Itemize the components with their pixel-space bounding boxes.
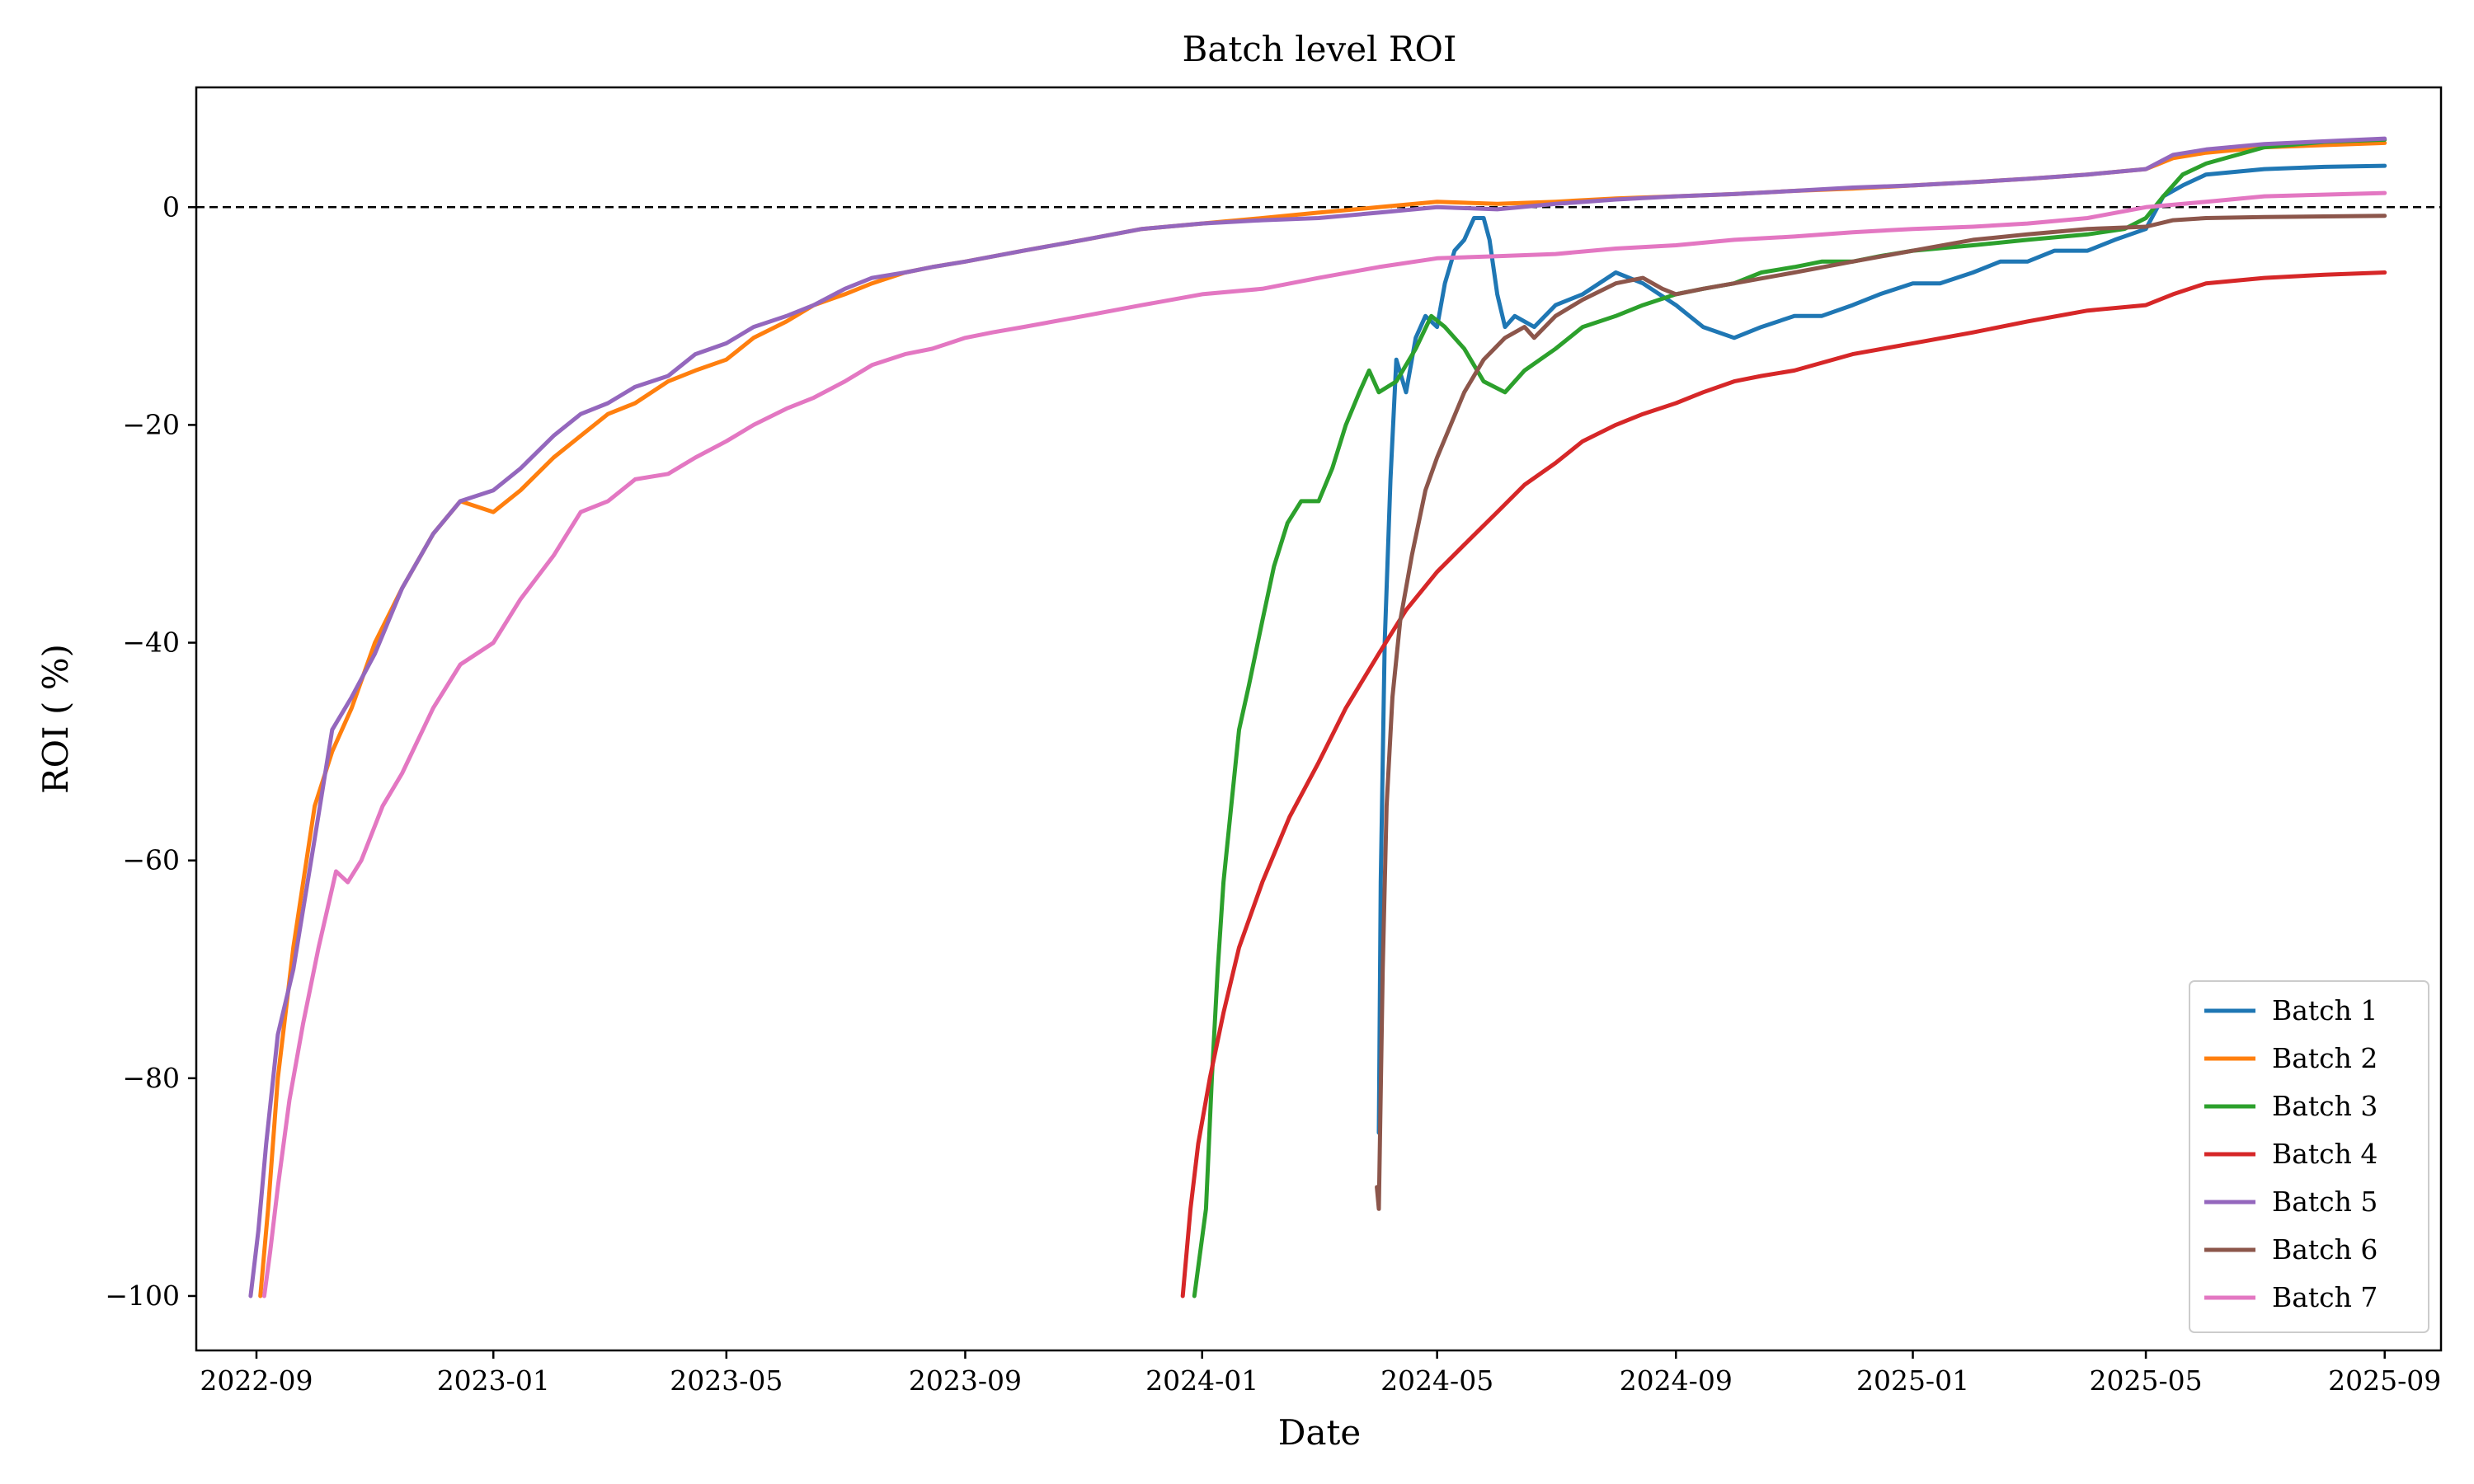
legend-label-batch-3: Batch 3 (2272, 1090, 2378, 1122)
chart-title: Batch level ROI (1182, 29, 1456, 69)
legend-label-batch-7: Batch 7 (2272, 1281, 2378, 1313)
series-line-batch-7 (261, 190, 2387, 1298)
x-tick-label: 2024-01 (1145, 1364, 1258, 1397)
x-tick-label: 2022-09 (200, 1364, 313, 1397)
plot-frame (195, 86, 2443, 1352)
x-tick-label: 2023-09 (909, 1364, 1022, 1397)
series-line-batch-3 (1192, 137, 2387, 1298)
y-tick-label: 0 (162, 190, 180, 223)
plot-area (196, 136, 2441, 1298)
x-tick-label: 2024-09 (1620, 1364, 1733, 1397)
x-tick-label: 2025-09 (2328, 1364, 2441, 1397)
y-tick-label: −40 (122, 627, 180, 659)
legend-label-batch-4: Batch 4 (2272, 1138, 2378, 1170)
x-tick-label: 2025-05 (2090, 1364, 2203, 1397)
x-axis-label: Date (1278, 1412, 1361, 1453)
chart-legend: Batch 1 Batch 2 Batch 3 Batch 4 Batch 5 Batch… (2189, 980, 2429, 1333)
x-tick-label: 2024-05 (1380, 1364, 1493, 1397)
series-line-batch-6 (1375, 214, 2387, 1211)
series-line-batch-5 (248, 136, 2387, 1298)
series-group (196, 136, 2441, 1298)
x-tick-label: 2023-01 (437, 1364, 550, 1397)
legend-label-batch-2: Batch 2 (2272, 1042, 2378, 1074)
y-axis-label: ROI ( %) (35, 644, 76, 794)
y-tick-label: −80 (122, 1062, 180, 1094)
y-tick-label: −20 (122, 408, 180, 440)
x-tick-label: 2023-05 (670, 1364, 783, 1397)
legend-label-batch-6: Batch 6 (2272, 1233, 2378, 1266)
axis-ticks: 2022-09 2023-01 2023-05 2023-09 2024-01 2024-… (105, 190, 2441, 1397)
legend-label-batch-1: Batch 1 (2272, 994, 2378, 1026)
x-tick-label: 2025-01 (1856, 1364, 1969, 1397)
y-tick-label: −60 (122, 844, 180, 876)
legend-label-batch-5: Batch 5 (2272, 1186, 2378, 1218)
series-line-batch-1 (1376, 163, 2387, 1135)
series-line-batch-4 (1180, 270, 2387, 1298)
y-tick-label: −100 (105, 1280, 180, 1312)
legend-box (2189, 980, 2429, 1333)
